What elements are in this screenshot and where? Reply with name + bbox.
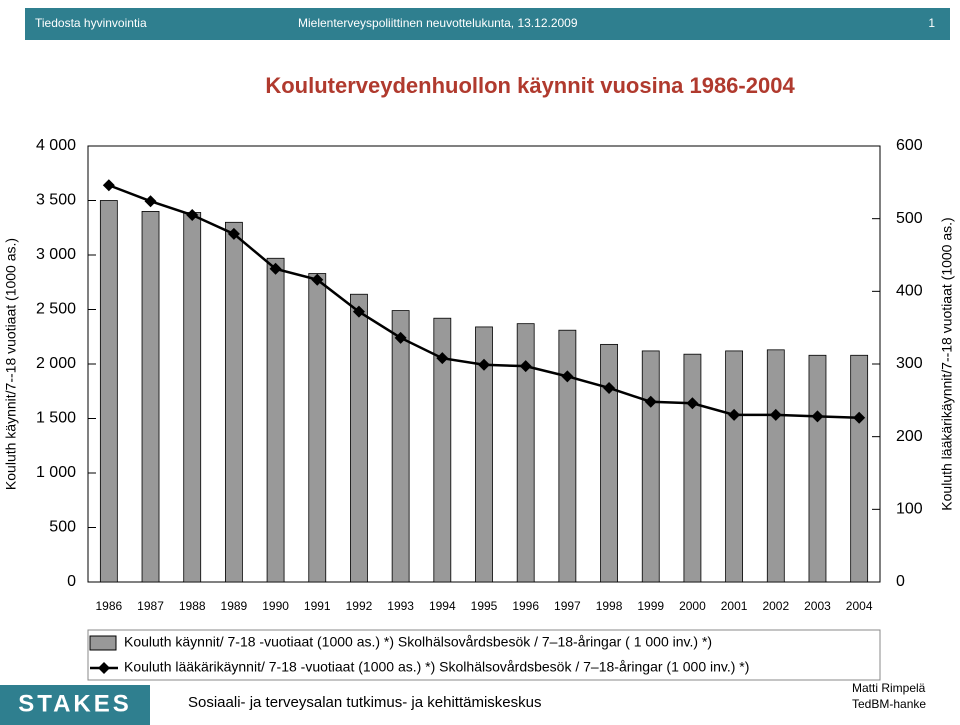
y-tick-label: 500 (49, 519, 76, 536)
y-axis-title: Kouluth käynnit/7--18 vuotiaat (1000 as.… (3, 238, 19, 490)
line-marker (561, 370, 574, 383)
bar (308, 273, 327, 583)
chart-title: Kouluterveydenhuollon käynnit vuosina 19… (265, 73, 795, 98)
line-marker (436, 352, 449, 365)
x-tick-label: 1993 (387, 599, 414, 613)
line-marker (144, 195, 157, 208)
x-tick-label: 1988 (179, 599, 206, 613)
logo: STAKES (18, 690, 132, 717)
bar (808, 354, 827, 583)
line-marker (686, 397, 699, 410)
y2-tick-label: 500 (896, 210, 923, 227)
x-tick-label: 1990 (262, 599, 289, 613)
y-tick-label: 1 000 (36, 464, 76, 481)
x-tick-label: 1987 (137, 599, 164, 613)
x-tick-label: 1997 (554, 599, 581, 613)
x-tick-label: 1986 (95, 599, 122, 613)
line-marker (269, 262, 282, 275)
bar (475, 326, 493, 583)
line-marker (352, 305, 365, 318)
x-tick-label: 2000 (679, 599, 706, 613)
x-tick-label: 1995 (471, 599, 498, 613)
x-tick-label: 1996 (512, 599, 539, 613)
legend-label: Kouluth käynnit/ 7-18 -vuotiaat (1000 as… (124, 634, 712, 650)
x-tick-label: 1998 (596, 599, 623, 613)
x-tick-label: 2003 (804, 599, 831, 613)
bar (141, 210, 160, 583)
x-tick-label: 1994 (429, 599, 456, 613)
y-tick-label: 2 500 (36, 301, 76, 318)
header-bar (25, 8, 950, 40)
y2-tick-label: 600 (896, 137, 923, 154)
x-tick-label: 2004 (846, 599, 873, 613)
legend-label: Kouluth lääkärikäynnit/ 7-18 -vuotiaat (… (124, 659, 749, 675)
footer-project: TedBM-hanke (852, 697, 926, 711)
y-tick-label: 3 500 (36, 192, 76, 209)
line-marker (102, 179, 115, 192)
line-marker (186, 209, 199, 222)
y2-tick-label: 300 (896, 355, 923, 372)
header-center: Mielenterveyspoliittinen neuvottelukunta… (298, 16, 578, 30)
line-marker (478, 358, 490, 371)
footer-org: Sosiaali- ja terveysalan tutkimus- ja ke… (188, 694, 541, 711)
line-marker (227, 227, 240, 240)
legend-swatch (89, 635, 117, 651)
line-marker (728, 408, 741, 421)
bar (391, 310, 410, 583)
footer-author: Matti Rimpelä (852, 681, 926, 695)
x-tick-label: 1992 (346, 599, 373, 613)
bar (350, 293, 368, 583)
y-tick-label: 3 000 (36, 246, 76, 263)
line-marker (603, 381, 616, 394)
legend-box (87, 629, 881, 681)
header-left: Tiedosta hyvinvointia (35, 16, 147, 30)
y2-axis-title: Kouluth lääkärikäynnit/7--18 vuotiaat (1… (939, 217, 955, 510)
page-number: 1 (928, 16, 935, 30)
line-marker (769, 408, 782, 421)
bar (224, 221, 243, 583)
line-marker (811, 410, 824, 423)
bar (600, 343, 618, 583)
bar (683, 353, 702, 583)
line-marker (644, 395, 657, 408)
y2-tick-label: 100 (896, 501, 923, 518)
bar (725, 350, 744, 583)
line-marker (394, 331, 407, 344)
bar (641, 350, 660, 583)
x-tick-label: 1991 (304, 599, 331, 613)
bar (266, 257, 285, 583)
y-tick-label: 2 000 (36, 355, 76, 372)
bar (850, 354, 869, 583)
x-tick-label: 1999 (637, 599, 664, 613)
x-tick-label: 2001 (721, 599, 748, 613)
y2-tick-label: 400 (896, 283, 923, 300)
y2-tick-label: 200 (896, 428, 923, 445)
y-tick-label: 4 000 (36, 137, 76, 154)
x-tick-label: 2002 (762, 599, 789, 613)
y2-tick-label: 0 (896, 573, 905, 590)
y-tick-label: 0 (67, 573, 76, 590)
bar (183, 212, 202, 583)
bar (433, 317, 452, 583)
bar (766, 349, 785, 583)
line-marker (311, 273, 324, 286)
line-marker (853, 411, 866, 424)
y-tick-label: 1 500 (36, 410, 76, 427)
legend-marker (98, 662, 110, 674)
bar (516, 323, 535, 583)
line-marker (519, 360, 532, 373)
bar (99, 200, 118, 583)
x-tick-label: 1989 (221, 599, 248, 613)
bar (558, 329, 577, 583)
logo-box (0, 685, 150, 725)
